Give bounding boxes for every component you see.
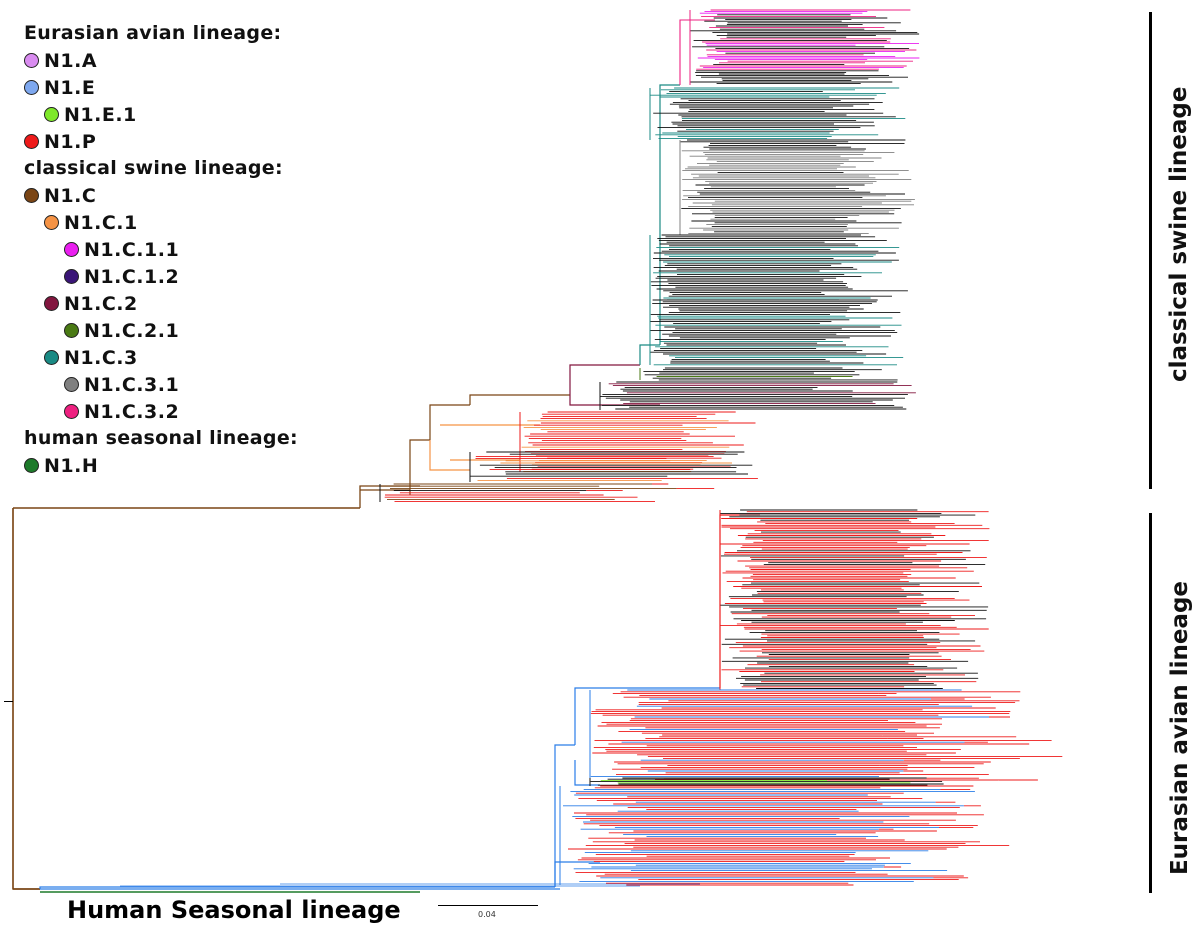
legend-item: N1.C.2: [24, 290, 298, 317]
legend-item: N1.C.1.1: [24, 236, 298, 263]
leaf-cluster: [590, 689, 989, 777]
leaf-cluster: [600, 381, 908, 410]
tree-branch: [469, 394, 570, 405]
legend-label: N1.C.3: [64, 346, 138, 369]
legend-label: N1.C.3.2: [84, 400, 180, 423]
legend-swatch-icon: [24, 188, 39, 203]
leaf-cluster: [384, 483, 715, 503]
legend-item: N1.P: [24, 128, 298, 155]
legend-item: N1.C.2.1: [24, 317, 298, 344]
legend-label: N1.A: [44, 49, 98, 72]
tree-branch: [429, 440, 470, 471]
legend-item: N1.C.3.1: [24, 371, 298, 398]
leaf-cluster: [696, 9, 917, 70]
legend-label: N1.P: [44, 130, 97, 153]
tree-branch: [554, 744, 575, 887]
lineage-legend: Eurasian avian lineage: N1.A N1.E N1.E.1 N1.…: [24, 20, 298, 479]
legend-item: N1.C.1: [24, 209, 298, 236]
legend-swatch-icon: [24, 53, 39, 68]
scale-bar-label: 0.04: [478, 910, 496, 919]
legend-swatch-icon: [64, 269, 79, 284]
scale-bar: [438, 905, 538, 906]
leaf-cluster: [690, 14, 920, 85]
leaf-cluster: [643, 367, 898, 381]
legend-swatch-icon: [24, 458, 39, 473]
legend-swatch-icon: [44, 107, 59, 122]
tree-branch: [429, 404, 470, 440]
tree-branch: [554, 861, 600, 887]
legend-label: N1.C.3.1: [84, 373, 180, 396]
leaf-cluster: [477, 460, 732, 482]
legend-item: N1.A: [24, 47, 298, 74]
leaf-cluster: [650, 87, 906, 139]
eurasian-avian-lineage-label: Eurasian avian lineage: [1167, 580, 1193, 876]
legend-item: N1.E.1: [24, 101, 298, 128]
leaf-cluster: [521, 420, 730, 472]
leaf-cluster: [653, 315, 904, 366]
legend-label: N1.E.1: [64, 103, 137, 126]
leaf-cluster: [608, 383, 916, 405]
legend-swatch-icon: [24, 80, 39, 95]
human-seasonal-lineage-label: Human Seasonal lineage: [67, 896, 401, 924]
legend-heading: classical swine lineage:: [24, 157, 283, 179]
leaf-cluster: [720, 509, 989, 689]
leaf-cluster: [653, 247, 900, 301]
tree-branch: [639, 344, 660, 365]
leaf-cluster: [381, 483, 677, 500]
leaf-cluster: [653, 91, 896, 132]
tree-branch: [12, 508, 40, 890]
tree-branch: [574, 760, 600, 786]
legend-label: N1.C.2.1: [84, 319, 180, 342]
legend-swatch-icon: [44, 350, 59, 365]
legend-label: N1.H: [44, 454, 99, 477]
leaf-cluster: [650, 234, 908, 297]
leaf-cluster: [680, 139, 906, 233]
legend-swatch-icon: [44, 215, 59, 230]
legend-label: N1.C.1.1: [84, 238, 180, 261]
tree-branch: [409, 439, 430, 495]
tree-branch: [719, 514, 760, 688]
leaf-cluster: [720, 511, 990, 688]
legend-label: N1.C.1: [64, 211, 138, 234]
legend-swatch-icon: [64, 242, 79, 257]
legend-item: N1.C: [24, 182, 298, 209]
tree-branch: [679, 19, 715, 85]
tree-branch: [39, 886, 555, 889]
leaf-cluster: [475, 455, 758, 479]
leaf-cluster: [590, 777, 944, 786]
legend-swatch-icon: [44, 296, 59, 311]
tree-root-tick: [4, 701, 13, 702]
tree-branch: [569, 364, 640, 395]
eurasian-avian-bracket: [1149, 513, 1152, 893]
classical-swine-bracket: [1149, 12, 1152, 489]
leaf-cluster: [563, 789, 975, 882]
leaf-cluster: [590, 691, 1063, 781]
legend-label: N1.C.1.2: [84, 265, 180, 288]
legend-label: N1.C: [44, 184, 97, 207]
legend-heading: Eurasian avian lineage:: [24, 22, 282, 44]
legend-heading: human seasonal lineage:: [24, 427, 298, 449]
legend-label: N1.C.2: [64, 292, 138, 315]
tree-branch: [574, 687, 720, 745]
legend-swatch-icon: [64, 404, 79, 419]
leaf-cluster: [697, 11, 920, 69]
legend-swatch-icon: [24, 134, 39, 149]
legend-item: N1.C.3: [24, 344, 298, 371]
leaf-cluster: [600, 779, 911, 784]
legend-item: N1.C.3.2: [24, 398, 298, 425]
leaf-cluster: [470, 451, 753, 477]
legend-swatch-icon: [64, 323, 79, 338]
legend-item: N1.E: [24, 74, 298, 101]
legend-swatch-icon: [64, 377, 79, 392]
legend-label: N1.E: [44, 76, 96, 99]
classical-swine-lineage-label: classical swine lineage: [1166, 86, 1192, 382]
leaf-cluster: [681, 150, 915, 235]
leaf-cluster: [650, 299, 901, 364]
legend-item: N1.C.1.2: [24, 263, 298, 290]
leaf-cluster: [568, 785, 1010, 886]
legend-item: N1.H: [24, 452, 298, 479]
